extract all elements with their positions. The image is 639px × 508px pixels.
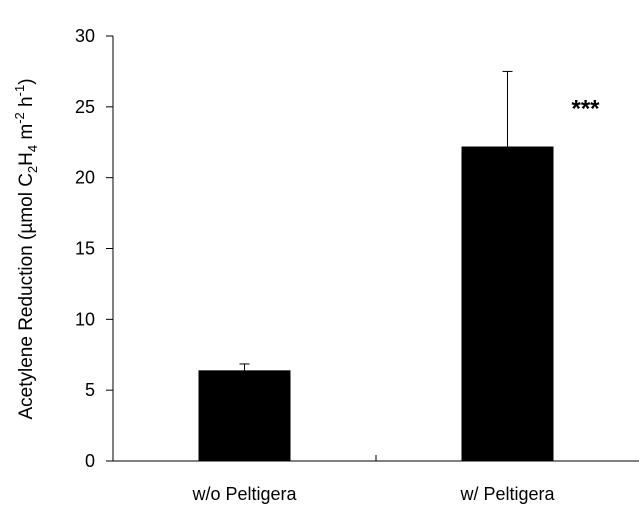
bar-0	[198, 370, 291, 461]
significance-annotation: ***	[571, 96, 600, 123]
error-bars	[239, 70, 513, 371]
category-label: w/ Peltigera	[459, 484, 555, 504]
y-tick-label: 5	[85, 380, 95, 400]
y-tick-label: 30	[75, 26, 95, 46]
y-tick-label: 25	[75, 97, 95, 117]
y-tick-label: 10	[75, 309, 95, 329]
y-tick-label: 20	[75, 168, 95, 188]
annotations: ***	[571, 96, 600, 123]
y-axis-label: Acetylene Reduction (µmol C2H4 m-2 h-1)	[12, 78, 40, 419]
bar-1	[461, 146, 554, 461]
category-label: w/o Peltigera	[191, 484, 297, 504]
category-labels: w/o Peltigera w/ Peltigera	[191, 484, 555, 504]
y-tick-label: 0	[85, 451, 95, 471]
bars	[198, 146, 554, 461]
y-tick-label: 15	[75, 239, 95, 259]
y-ticks: 0 5 10 15 20 25 30	[75, 26, 113, 471]
